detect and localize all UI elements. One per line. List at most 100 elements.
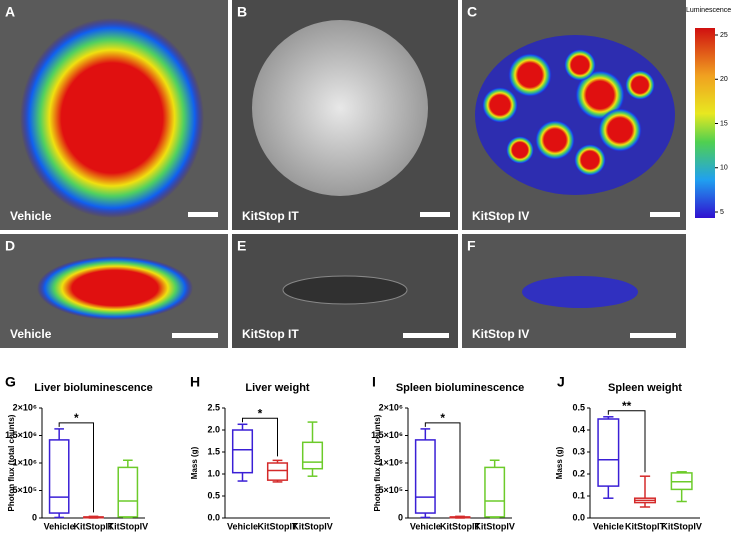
chart-title: Liver bioluminescence [34,382,153,394]
panel-label: D [5,238,15,254]
y-tick-label: 1×10⁶ [379,457,403,467]
box [117,459,139,519]
significance-label: * [440,411,445,425]
box-body [48,439,70,514]
x-tick-label: KitStopIV [474,521,515,531]
panel-label: J [557,374,565,390]
x-tick-label: Vehicle [593,521,624,531]
panel-label: G [5,374,16,390]
y-tick-label: 0.4 [572,424,585,434]
y-tick-label: 2.5 [207,402,220,412]
scale-bars [172,212,680,338]
y-tick-label: 0.1 [572,490,585,500]
box [670,471,693,503]
y-axis-label: Photon flux (total counts) [7,414,16,511]
image-caption: KitStop IT [242,209,299,223]
significance-label: ** [622,399,632,413]
colorbar-tick-label: 10 [720,165,728,172]
panel-label: H [190,374,200,390]
panel-label: A [5,4,15,20]
significance-bracket [607,410,646,473]
y-tick-label: 1.5 [207,446,220,456]
panel-label: C [467,4,477,20]
box-body [266,462,289,481]
y-tick-label: 0.0 [207,512,220,522]
x-tick-label: KitStopIV [292,521,333,531]
image-caption: KitStop IT [242,327,299,341]
y-tick-label: 0.5 [207,490,220,500]
y-tick-label: 0.2 [572,468,585,478]
y-tick-label: 2.0 [207,424,220,434]
y-axis-label: Mass (g) [190,446,199,479]
box [484,459,506,519]
x-tick-label: KitStopIT [74,521,114,531]
y-tick-label: 5×10⁵ [379,485,404,495]
image-caption: Vehicle [10,327,52,341]
colorbar-tick-label: 25 [720,32,728,39]
y-tick-label: 1.5×10⁶ [5,430,37,440]
y-tick-label: 0.5 [572,402,585,412]
image-caption: KitStop IV [472,327,529,341]
y-tick-label: 1.0 [207,468,220,478]
x-tick-label: Vehicle [410,521,441,531]
significance-bracket [242,417,278,457]
organ-signal [522,276,638,308]
image-panels [0,0,715,348]
x-tick-label: KitStopIV [108,521,149,531]
y-tick-label: 0.3 [572,446,585,456]
x-tick-label: KitStopIV [661,521,702,531]
panel-label: F [467,238,476,254]
y-tick-label: 0 [32,512,37,522]
box [266,459,289,483]
box-body [231,429,254,474]
colorbar-tick-label: 20 [720,76,728,83]
panel-label: B [237,4,247,20]
significance-bracket [424,422,461,513]
box [449,515,471,519]
y-axis-label: Mass (g) [555,446,564,479]
y-tick-label: 1×10⁶ [13,457,37,467]
box [597,416,620,499]
y-tick-label: 5×10⁵ [13,485,38,495]
y-tick-label: 2×10⁶ [13,402,37,412]
image-caption: KitStop IV [472,209,529,223]
box-body [597,418,620,487]
box-body [117,466,139,518]
panel-label: E [237,238,246,254]
organ [282,275,408,305]
colorbar-tick-label: 5 [720,209,724,216]
organ [252,20,428,196]
y-tick-label: 1.5×10⁶ [371,430,403,440]
chart-title: Spleen weight [608,382,682,394]
image-caption: Vehicle [10,209,52,223]
box [414,428,436,519]
colorbar-tick-label: 15 [720,120,728,127]
heat-spots [482,49,655,176]
colorbar [695,28,715,218]
box-body [484,466,506,518]
box [231,423,254,482]
x-tick-label: Vehicle [44,521,75,531]
x-tick-label: KitStopIT [258,521,298,531]
box-body [301,441,324,470]
y-tick-label: 0 [398,512,403,522]
box [48,428,70,519]
significance-bracket [58,422,94,513]
box [83,515,104,519]
box [633,475,657,508]
x-tick-label: Vehicle [227,521,258,531]
box-body [414,439,436,514]
significance-label: * [74,411,79,425]
y-tick-label: 2×10⁶ [379,402,403,412]
y-axis-label: Photon flux (total counts) [373,414,382,511]
chart-title: Liver weight [245,382,310,394]
colorbar-title: Luminescence [686,7,731,14]
chart-title: Spleen bioluminescence [396,382,524,394]
x-tick-label: KitStopIT [440,521,480,531]
box [301,421,324,477]
y-tick-label: 0.0 [572,512,585,522]
panel-label: I [372,374,376,390]
heat-blob [20,18,204,218]
x-tick-label: KitStopIT [625,521,665,531]
